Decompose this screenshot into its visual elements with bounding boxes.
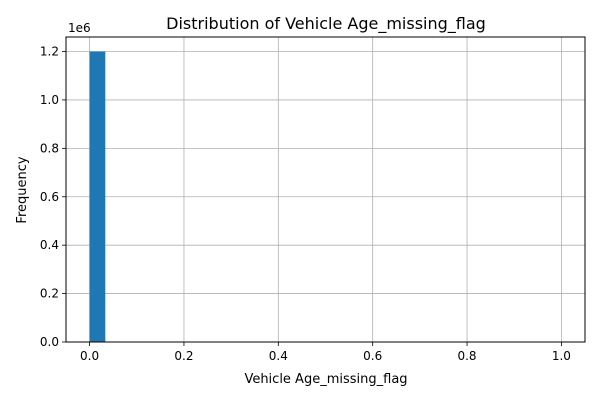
y-axis-ticks: 0.0 0.2 0.4 0.6 0.8 1.0 1.2 (40, 45, 66, 349)
x-axis-ticks: 0.0 0.2 0.4 0.6 0.8 1.0 (80, 342, 571, 363)
x-tick-label: 0.6 (363, 349, 382, 363)
x-tick-label: 0.8 (457, 349, 476, 363)
y-tick-label: 1.2 (40, 45, 59, 59)
y-tick-label: 1.0 (40, 93, 59, 107)
y-tick-label: 0.2 (40, 287, 59, 301)
chart-title: Distribution of Vehicle Age_missing_flag (166, 14, 486, 34)
y-tick-label: 0.0 (40, 335, 59, 349)
x-tick-label: 0.4 (269, 349, 288, 363)
histogram-bar (89, 51, 106, 343)
x-tick-label: 1.0 (552, 349, 571, 363)
y-axis-label: Frequency (15, 156, 30, 223)
y-tick-label: 0.8 (40, 141, 59, 155)
y-tick-label: 0.4 (40, 238, 59, 252)
y-tick-label: 0.6 (40, 190, 59, 204)
y-offset-text: 1e6 (68, 21, 91, 35)
x-tick-label: 0.2 (174, 349, 193, 363)
x-tick-label: 0.0 (80, 349, 99, 363)
x-axis-label: Vehicle Age_missing_flag (244, 372, 407, 387)
histogram-bars (89, 51, 106, 343)
plot-area-frame (65, 36, 586, 343)
